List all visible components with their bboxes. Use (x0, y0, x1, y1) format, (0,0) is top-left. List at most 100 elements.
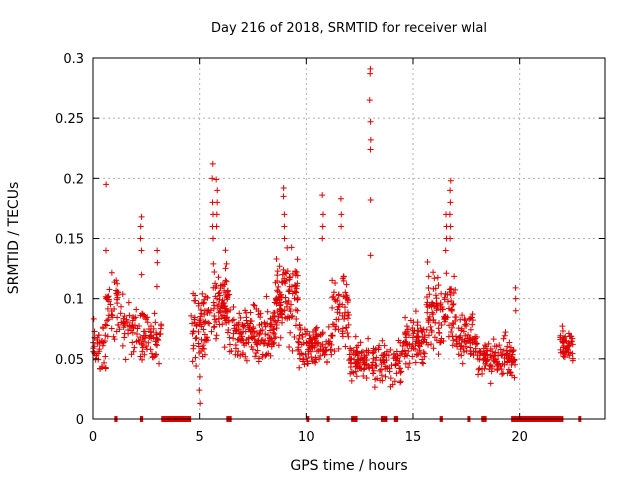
data-point (213, 319, 220, 326)
data-point (139, 356, 146, 363)
data-point (449, 324, 456, 331)
data-point (327, 347, 334, 354)
data-point (195, 302, 202, 309)
data-point (232, 341, 239, 348)
data-point (189, 330, 196, 337)
data-point (227, 307, 234, 314)
data-point (231, 322, 238, 329)
data-point (243, 314, 250, 321)
data-point (103, 181, 110, 188)
data-point (409, 353, 416, 360)
data-point (201, 307, 208, 314)
data-point (311, 335, 318, 342)
data-point (412, 346, 419, 353)
data-point (214, 303, 221, 310)
data-point (447, 235, 454, 242)
data-point (306, 340, 313, 347)
data-point (141, 351, 148, 358)
data-point (117, 310, 124, 317)
data-point (265, 332, 272, 339)
data-point (418, 340, 425, 347)
data-point (387, 375, 394, 382)
data-point (425, 273, 432, 280)
data-point (405, 326, 412, 333)
data-point (226, 348, 233, 355)
data-point (296, 332, 303, 339)
data-point (280, 184, 287, 191)
data-point (446, 211, 453, 218)
data-point (383, 348, 390, 355)
data-point (292, 272, 299, 279)
data-point (353, 373, 360, 380)
data-point (134, 330, 141, 337)
data-point (295, 339, 302, 346)
data-point (437, 301, 444, 308)
data-point (462, 332, 469, 339)
y-tick-label: 0.15 (55, 233, 84, 248)
data-point (129, 339, 136, 346)
data-point (272, 333, 279, 340)
data-point (332, 280, 339, 287)
data-point (200, 300, 207, 307)
data-point (137, 223, 144, 230)
data-point (243, 357, 250, 364)
data-point (226, 334, 233, 341)
data-point (219, 321, 226, 328)
data-point (447, 223, 454, 230)
data-point (382, 373, 389, 380)
data-point (438, 335, 445, 342)
data-point (342, 289, 349, 296)
data-point (93, 352, 100, 359)
data-point (95, 356, 102, 363)
data-point (191, 319, 198, 326)
data-point (108, 269, 115, 276)
data-point (315, 347, 322, 354)
data-point (363, 357, 370, 364)
data-point (144, 319, 151, 326)
data-point (213, 295, 220, 302)
data-point (447, 199, 454, 206)
data-point (281, 223, 288, 230)
data-point (153, 329, 160, 336)
data-point (348, 377, 355, 384)
data-point (219, 281, 226, 288)
data-point (496, 362, 503, 369)
data-point (442, 290, 449, 297)
data-point (410, 319, 417, 326)
data-point (447, 292, 454, 299)
data-point (262, 323, 269, 330)
data-point (557, 336, 564, 343)
data-point (353, 344, 360, 351)
data-point (561, 334, 568, 341)
data-point (147, 346, 154, 353)
data-point (263, 351, 270, 358)
data-point (114, 280, 121, 287)
data-point (209, 160, 216, 167)
data-point (427, 323, 434, 330)
data-point (338, 223, 345, 230)
chart-title: Day 216 of 2018, SRMTID for receiver wla… (211, 21, 487, 36)
data-point (425, 341, 432, 348)
data-point (296, 351, 303, 358)
data-point (463, 323, 470, 330)
data-point (569, 341, 576, 348)
data-point (198, 323, 205, 330)
data-point (475, 371, 482, 378)
x-axis-label: GPS time / hours (290, 458, 407, 474)
data-point (453, 314, 460, 321)
x-tick-label: 0 (89, 430, 97, 445)
data-point (343, 324, 350, 331)
data-point (366, 97, 373, 104)
data-point (122, 356, 129, 363)
data-point (201, 351, 208, 358)
data-point (568, 333, 575, 340)
data-point (347, 355, 354, 362)
data-point (198, 310, 205, 317)
data-point (210, 324, 217, 331)
data-point (499, 360, 506, 367)
data-point (335, 345, 342, 352)
data-point (379, 337, 386, 344)
data-point (216, 289, 223, 296)
data-point (214, 187, 221, 194)
data-points (90, 65, 576, 407)
